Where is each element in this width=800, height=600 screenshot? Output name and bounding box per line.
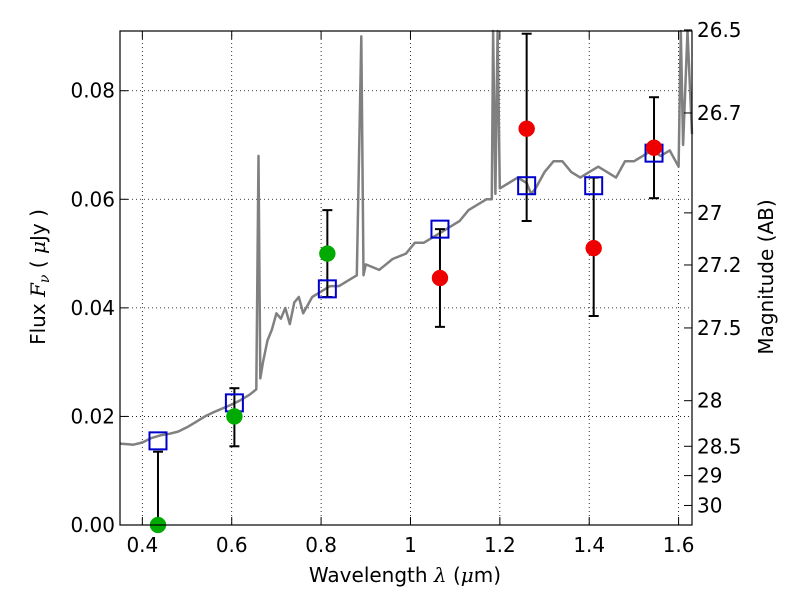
right-tick-label: 26.5 (697, 18, 742, 42)
right-tick-label: 27 (697, 201, 722, 225)
right-tick-label: 27.5 (697, 316, 742, 340)
model-box-marker (584, 176, 604, 196)
x-axis-label: Wavelength λ (μm) (309, 563, 501, 587)
right-axis-ticks: 26.5 26.7 27 27.2 27.5 28 28.5 29 30 (684, 18, 742, 517)
y-axis-ticks: 0.00 0.02 0.04 0.06 0.08 (70, 79, 128, 537)
plot-frame (119, 30, 693, 526)
right-tick-label: 29 (697, 464, 722, 488)
right-tick-label: 27.2 (697, 253, 742, 277)
y-axis-label: Flux Fν ( μJy ) (26, 209, 53, 345)
errorbars (152, 32, 660, 525)
right-tick-label: 26.7 (697, 101, 742, 125)
observed-point-green (226, 408, 243, 425)
spectrum-line (119, 29, 694, 446)
model-box-marker (517, 176, 537, 196)
right-tick-label: 30 (697, 493, 722, 517)
x-tick-label: 0.4 (126, 533, 158, 557)
observed-point-red (585, 239, 602, 257)
spectrum-series (119, 29, 694, 446)
x-axis-ticks: 0.4 0.6 0.8 1 1.2 1.4 1.6 (126, 31, 695, 557)
observed-photometry-points (149, 120, 663, 534)
observed-point-red (431, 269, 449, 287)
y-tick-label: 0.04 (70, 296, 115, 320)
x-tick-label: 0.8 (305, 533, 337, 557)
x-tick-label: 1.6 (663, 533, 695, 557)
x-tick-label: 0.6 (216, 533, 248, 557)
observed-point-red (518, 120, 535, 137)
right-axis-label: Magnitude (AB) (754, 199, 778, 354)
observed-point-red (645, 139, 663, 156)
right-tick-label: 28 (697, 389, 722, 413)
model-photometry-boxes (148, 143, 664, 451)
x-tick-label: 1.2 (484, 533, 516, 557)
grid-lines (120, 31, 692, 526)
x-tick-label: 1.4 (573, 533, 605, 557)
model-box-marker (430, 219, 450, 239)
y-tick-label: 0.02 (70, 404, 115, 428)
model-box-marker (148, 431, 168, 451)
observed-point-green (319, 245, 336, 262)
y-tick-label: 0.08 (70, 79, 115, 103)
right-tick-label: 28.5 (697, 434, 742, 458)
x-tick-label: 1 (404, 533, 417, 557)
y-tick-label: 0.06 (70, 187, 115, 211)
model-box-marker (317, 279, 337, 299)
y-tick-label: 0.00 (70, 513, 115, 537)
